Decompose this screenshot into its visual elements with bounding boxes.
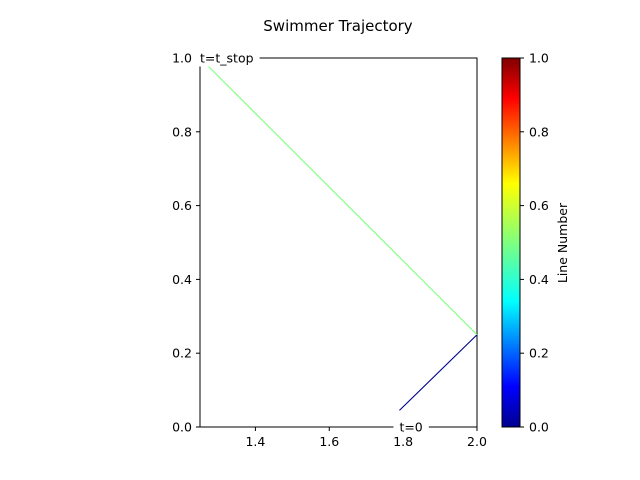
trajectory-segment-1 [206,64,478,336]
x-axis-ticks: 1.4 1.6 1.8 2.0 [245,427,487,449]
chart-title: Swimmer Trajectory [263,17,413,35]
colorbar: 0.0 0.2 0.4 0.6 0.8 1.0 Line Number [501,51,570,435]
annotations: t=0 t=t_stop [194,49,429,436]
x-tick-label: 2.0 [467,434,487,449]
annotation-background [393,418,429,436]
colorbar-tick-label: 0.6 [529,198,549,213]
trajectory-segment-0 [399,334,478,411]
y-axis-ticks: 0.0 0.2 0.4 0.6 0.8 1.0 [172,51,200,435]
colorbar-gradient [501,57,521,428]
y-tick-label: 0.4 [172,272,192,287]
x-tick-label: 1.4 [245,434,265,449]
plot-axes: 1.4 1.6 1.8 2.0 0.0 0.2 0.4 0.6 0.8 1.0 t=0 t=t_s… [172,49,487,449]
annotation-label: t=0 [399,420,422,435]
colorbar-label: Line Number [555,202,570,283]
y-tick-label: 1.0 [172,51,192,66]
colorbar-tick-label: 0.0 [529,420,549,435]
colorbar-tick-label: 0.4 [529,272,549,287]
colorbar-tick-label: 0.8 [529,124,549,139]
colorbar-tick-label: 0.2 [529,346,549,361]
y-tick-label: 0.8 [172,124,192,139]
colorbar-ticks: 0.0 0.2 0.4 0.6 0.8 1.0 [520,51,549,435]
annotation-background [194,49,260,67]
y-tick-label: 0.6 [172,198,192,213]
colorbar-tick-label: 1.0 [529,51,549,66]
annotation-label: t=t_stop [200,51,254,66]
y-tick-label: 0.2 [172,346,192,361]
series-lines [206,64,478,411]
x-tick-label: 1.8 [393,434,413,449]
plot-frame [199,57,478,428]
x-tick-label: 1.6 [319,434,339,449]
y-tick-label: 0.0 [172,420,192,435]
